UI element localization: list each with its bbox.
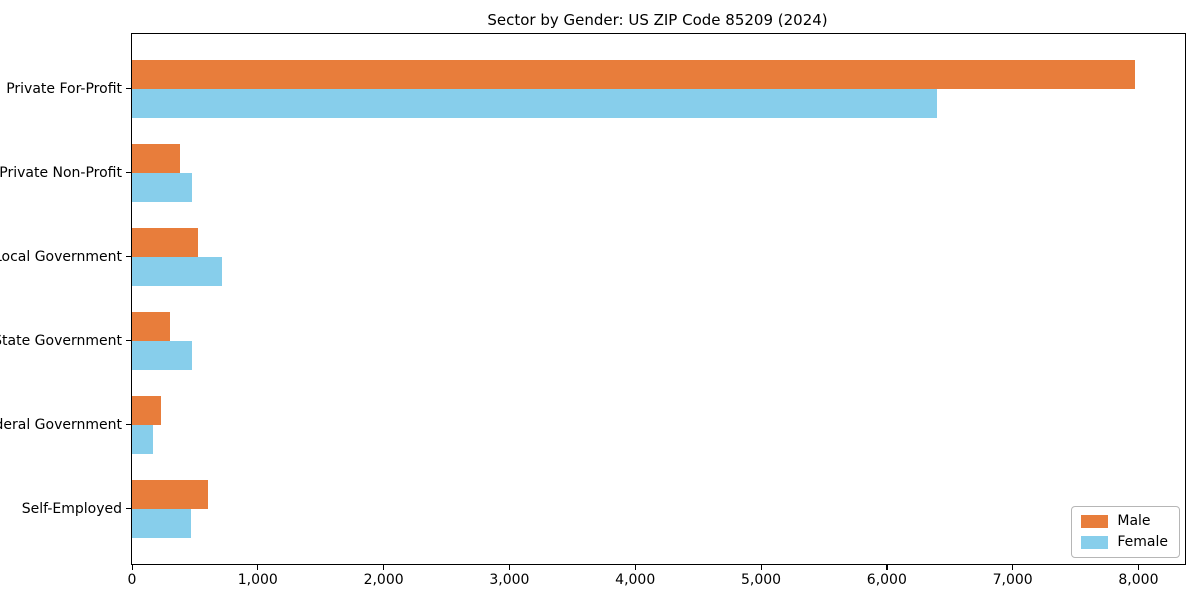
legend-entry-male: Male — [1081, 514, 1168, 529]
x-tick-label-5000: 5,000 — [740, 572, 782, 588]
bar-male-self-employed — [132, 480, 208, 509]
x-tick-mark — [760, 565, 762, 570]
legend-label-female: Female — [1117, 534, 1168, 550]
y-tick-mark — [126, 424, 131, 426]
legend-swatch-male — [1081, 515, 1109, 528]
x-tick-mark — [508, 565, 511, 570]
legend: Male Female — [1071, 506, 1180, 558]
bar-male-federal-government — [132, 396, 161, 425]
plot-area: Private For-Profit Private Non-Profit Loca… — [0, 33, 1186, 588]
x-tick-mark — [1137, 565, 1140, 570]
bar-female-local-government — [132, 257, 222, 286]
x-tick-mark — [383, 565, 385, 570]
x-tick-label-8000: 8,000 — [1118, 572, 1159, 588]
legend-entries: Male Female — [1081, 514, 1168, 550]
x-tick-mark — [1012, 565, 1014, 570]
x-tick-mark — [634, 565, 636, 570]
x-tick-mark — [886, 565, 888, 570]
y-tick-label-state-government: State Government — [0, 333, 122, 349]
legend-label-male: Male — [1117, 513, 1151, 529]
bar-male-private-for-profit — [132, 60, 1135, 89]
x-tick-mark — [131, 565, 133, 570]
bar-female-self-employed — [132, 509, 191, 538]
bar-male-state-government — [132, 312, 170, 341]
chart-title: Sector by Gender: US ZIP Code 85209 (202… — [487, 11, 828, 29]
y-tick-mark — [126, 256, 131, 258]
y-tick-mark — [126, 88, 131, 90]
y-tick-label-self-employed: Self-Employed — [21, 501, 122, 517]
x-tick-label-2000: 2,000 — [363, 572, 404, 588]
y-tick-mark — [126, 340, 131, 342]
x-tick-mark — [257, 565, 259, 570]
x-tick-label-0: 0 — [127, 572, 137, 588]
y-tick-mark — [126, 172, 131, 174]
y-tick-mark — [126, 508, 131, 510]
x-tick-label-4000: 4,000 — [615, 572, 656, 588]
x-tick-label-1000: 1,000 — [237, 572, 278, 588]
bar-male-local-government — [132, 228, 198, 257]
x-tick-label-6000: 6,000 — [866, 572, 907, 588]
bar-male-private-non-profit — [132, 144, 180, 173]
legend-swatch-female — [1081, 536, 1109, 549]
x-tick-label-7000: 7,000 — [992, 572, 1033, 588]
y-tick-label-private-for-profit: Private For-Profit — [6, 81, 122, 97]
y-tick-label-local-government: Local Government — [0, 249, 122, 265]
legend-entry-female: Female — [1081, 535, 1168, 550]
y-tick-label-federal-government: Federal Government — [0, 417, 122, 433]
bar-female-private-for-profit — [132, 89, 937, 118]
bar-female-private-non-profit — [132, 173, 192, 202]
x-tick-label-3000: 3,000 — [489, 572, 530, 588]
bar-female-federal-government — [132, 425, 153, 454]
y-tick-label-private-non-profit: Private Non-Profit — [0, 165, 122, 181]
bar-female-state-government — [132, 341, 192, 370]
